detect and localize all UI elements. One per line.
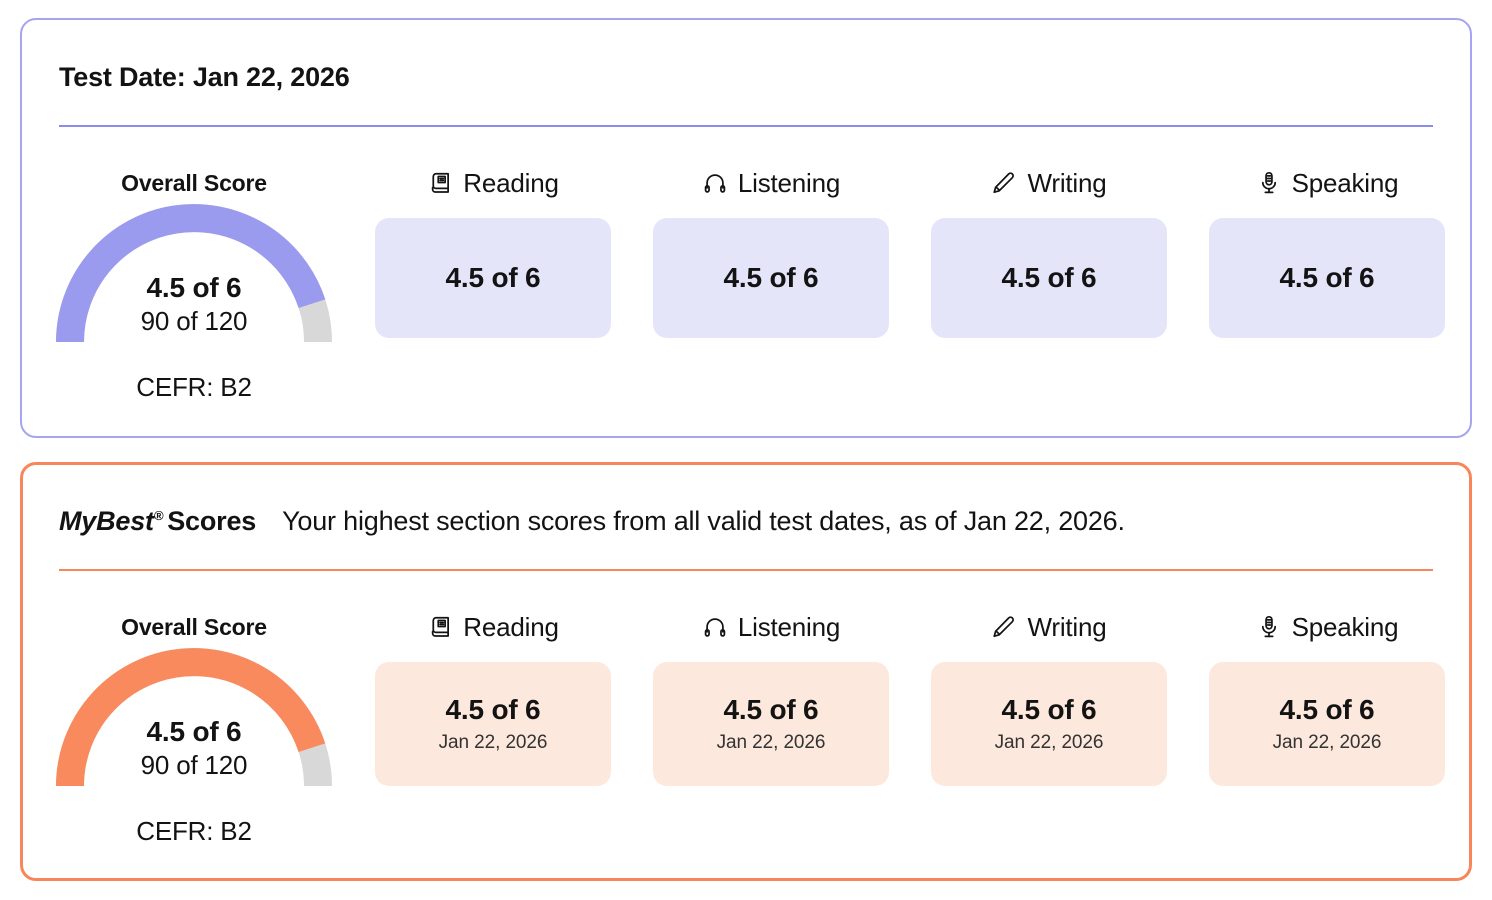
section-score-box: 4.5 of 6 Jan 22, 2026 [1209,662,1445,786]
section-header: Listening [702,609,840,645]
section-header: Listening [702,165,840,201]
section-score: 4.5 of 6 [1001,262,1097,293]
mybest-scores-card: MyBest® Scores Your highest section score… [20,462,1472,881]
overall-score-gauge: 4.5 of 6 90 of 120 [56,648,332,788]
headphones-icon [702,614,728,640]
registered-mark: ® [153,508,164,523]
section-header: Speaking [1256,165,1399,201]
section-header: Reading [427,609,559,645]
overall-scaled-score: 90 of 120 [140,750,248,780]
section-score: 4.5 of 6 [1001,694,1097,725]
section-column-listening: Listening 4.5 of 6 Jan 22, 2026 [653,609,889,786]
section-header: Writing [991,165,1107,201]
section-label: Speaking [1291,167,1399,198]
test-date-title: Test Date: Jan 22, 2026 [59,62,350,92]
section-score-date: Jan 22, 2026 [438,732,548,753]
section-score: 4.5 of 6 [445,694,541,725]
section-score: 4.5 of 6 [445,262,541,293]
microphone-icon [1256,170,1282,196]
mybest-title: MyBest® Scores [59,504,256,538]
section-label: Writing [1027,167,1107,198]
mybest-brand: MyBest [59,506,154,536]
test-date-card: Test Date: Jan 22, 2026 Overall Score 4.… [20,18,1472,438]
section-score-date: Jan 22, 2026 [716,732,826,753]
section-score-box: 4.5 of 6 [375,218,611,338]
headphones-icon [702,170,728,196]
overall-band-score: 4.5 of 6 [146,716,242,747]
section-header: Speaking [1256,609,1399,645]
section-score-box: 4.5 of 6 [1209,218,1445,338]
section-score-box: 4.5 of 6 Jan 22, 2026 [653,662,889,786]
divider [59,125,1433,127]
microphone-icon [1256,614,1282,640]
mybest-title-suffix: Scores [167,506,257,536]
gauge-text: 4.5 of 6 90 of 120 [56,715,332,781]
section-column-speaking: Speaking 4.5 of 6 [1209,165,1445,338]
section-label: Reading [463,611,559,642]
gauge-arc [56,204,332,343]
section-score-box: 4.5 of 6 [653,218,889,338]
section-label: Listening [737,167,841,198]
section-score-box: 4.5 of 6 [931,218,1167,338]
section-score-box: 4.5 of 6 Jan 22, 2026 [375,662,611,786]
scores-row: Overall Score 4.5 of 6 90 of 120 CEFR: B… [56,609,1445,847]
scores-row: Overall Score 4.5 of 6 90 of 120 CEFR: B… [56,165,1445,403]
section-score-date: Jan 22, 2026 [994,732,1104,753]
pencil-icon [991,170,1017,196]
gauge-text: 4.5 of 6 90 of 120 [56,271,332,337]
section-label: Speaking [1291,611,1399,642]
section-label: Reading [463,167,559,198]
section-score: 4.5 of 6 [723,262,819,293]
section-header: Writing [991,609,1107,645]
book-icon [427,170,453,196]
section-score: 4.5 of 6 [1279,694,1375,725]
overall-score-column: Overall Score 4.5 of 6 90 of 120 CEFR: B… [56,609,332,847]
mybest-title-row: MyBest® Scores Your highest section score… [59,504,1433,538]
divider [59,569,1433,571]
overall-score-gauge: 4.5 of 6 90 of 120 [56,204,332,344]
section-scores: Reading 4.5 of 6 Jan 22, 2026 Listening 4.5 … [375,609,1445,786]
section-score: 4.5 of 6 [723,694,819,725]
cefr-level: CEFR: B2 [136,816,252,846]
pencil-icon [991,614,1017,640]
section-scores: Reading 4.5 of 6 Listening 4.5 of 6 Writing 4… [375,165,1445,338]
section-label: Writing [1027,611,1107,642]
section-column-listening: Listening 4.5 of 6 [653,165,889,338]
section-column-reading: Reading 4.5 of 6 Jan 22, 2026 [375,609,611,786]
section-column-speaking: Speaking 4.5 of 6 Jan 22, 2026 [1209,609,1445,786]
overall-score-label: Overall Score [121,614,267,640]
overall-score-label: Overall Score [121,170,267,196]
overall-score-column: Overall Score 4.5 of 6 90 of 120 CEFR: B… [56,165,332,403]
section-column-writing: Writing 4.5 of 6 Jan 22, 2026 [931,609,1167,786]
overall-scaled-score: 90 of 120 [140,306,248,336]
section-label: Listening [737,611,841,642]
section-column-writing: Writing 4.5 of 6 [931,165,1167,338]
mybest-subtitle: Your highest section scores from all val… [282,506,1125,536]
book-icon [427,614,453,640]
section-score-date: Jan 22, 2026 [1272,732,1382,753]
section-column-reading: Reading 4.5 of 6 [375,165,611,338]
section-score-box: 4.5 of 6 Jan 22, 2026 [931,662,1167,786]
gauge-arc [56,648,332,787]
section-header: Reading [427,165,559,201]
cefr-level: CEFR: B2 [136,372,252,402]
overall-band-score: 4.5 of 6 [146,272,242,303]
section-score: 4.5 of 6 [1279,262,1375,293]
